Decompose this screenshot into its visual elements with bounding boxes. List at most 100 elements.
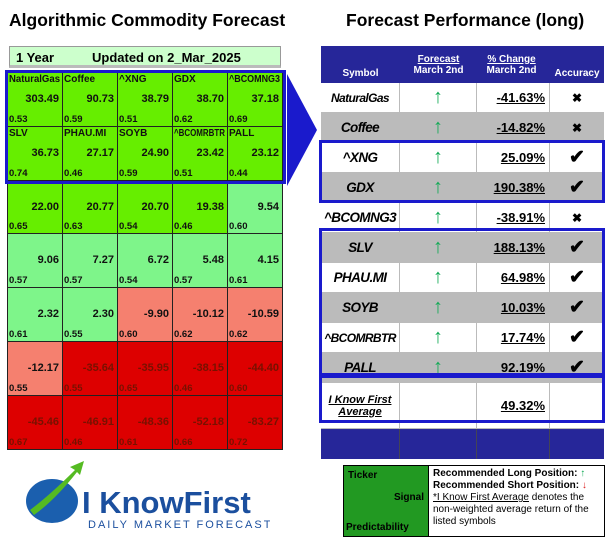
cell-predictability: 0.54 xyxy=(119,275,138,287)
cell-value: 23.42 xyxy=(196,146,224,159)
cell-predictability: 0.62 xyxy=(174,113,193,125)
heatmap-cell: SLV 36.73 0.74 xyxy=(8,126,63,181)
table-header: Symbol Forecast March 2nd % Change March 2… xyxy=(321,46,604,83)
right-title: Forecast Performance (long) xyxy=(346,10,585,30)
cell-value: 7.27 xyxy=(92,254,114,267)
cell-predictability: 0.66 xyxy=(174,436,193,448)
row-symbol: SOYB xyxy=(321,293,400,322)
cell-predictability: 0.55 xyxy=(9,382,28,394)
table-row: PHAU.MI ↑ 64.98% ✔ xyxy=(321,263,604,293)
cell-ticker: ^XNG xyxy=(119,74,147,85)
up-arrow-icon: ↑ xyxy=(400,113,477,142)
heatmap-cell: -52.18 0.66 xyxy=(173,395,228,450)
up-arrow-icon: ↑ xyxy=(400,233,477,262)
check-icon: ✔ xyxy=(569,357,585,378)
row-symbol: ^BCOMRBTR xyxy=(321,323,400,352)
legend-long: Recommended Long Position: xyxy=(433,468,578,479)
cell-predictability: 0.61 xyxy=(229,275,248,287)
heatmap-cell: -45.46 0.67 xyxy=(8,395,63,450)
average-label-2: Average xyxy=(338,405,382,418)
cell-value: 303.49 xyxy=(25,93,59,105)
cell-value: -83.27 xyxy=(247,415,279,428)
average-row: I Know First Average 49.32% xyxy=(321,383,604,429)
cell-predictability: 0.51 xyxy=(119,113,138,125)
row-change: -14.82% xyxy=(477,113,550,142)
header-change-date: March 2nd xyxy=(486,64,537,76)
short-arrow-icon: ↓ xyxy=(581,480,587,491)
row-change: -38.91% xyxy=(477,203,550,232)
heatmap-cell: 20.70 0.54 xyxy=(118,180,173,235)
cell-value: -12.17 xyxy=(27,361,59,374)
cell-predictability: 0.55 xyxy=(64,382,83,394)
check-icon: ✔ xyxy=(569,147,585,168)
cell-predictability: 0.62 xyxy=(229,328,248,340)
heatmap-cell: -9.90 0.60 xyxy=(118,288,173,342)
legend-signal: Signal xyxy=(393,492,424,503)
cell-value: -9.90 xyxy=(143,308,169,321)
heatmap-cell: 22.00 0.65 xyxy=(8,180,63,235)
row-change: 190.38% xyxy=(477,173,550,202)
table-row: ^BCOMRBTR ↑ 17.74% ✔ xyxy=(321,323,604,353)
check-icon: ✔ xyxy=(569,237,585,258)
cell-value: 2.30 xyxy=(92,308,114,321)
row-symbol: SLV xyxy=(321,233,400,262)
heatmap-cell: 7.27 0.57 xyxy=(63,234,118,289)
cell-value: 19.38 xyxy=(196,200,224,213)
table-row: PALL ↑ 92.19% ✔ xyxy=(321,353,604,383)
cell-predictability: 0.74 xyxy=(9,167,28,179)
heatmap-cell: 2.32 0.61 xyxy=(8,288,63,342)
cell-predictability: 0.69 xyxy=(229,113,248,125)
cell-value: -35.64 xyxy=(82,361,114,374)
heatmap-cell: NaturalGas 303.49 0.53 xyxy=(8,73,63,127)
cell-value: -38.15 xyxy=(192,361,224,374)
cell-predictability: 0.65 xyxy=(119,382,138,394)
heatmap-cell: 4.15 0.61 xyxy=(228,234,283,289)
forecast-heatmap: NaturalGas 303.49 0.53 Coffee 90.73 0.59 ^XNG 3… xyxy=(7,72,283,450)
heatmap-cell: -10.12 0.62 xyxy=(173,288,228,342)
cell-predictability: 0.46 xyxy=(174,221,193,233)
row-change: 64.98% xyxy=(477,263,550,292)
cell-ticker: NaturalGas xyxy=(9,74,61,85)
cell-predictability: 0.65 xyxy=(9,221,28,233)
check-icon: ✔ xyxy=(569,297,585,318)
table-row: SOYB ↑ 10.03% ✔ xyxy=(321,293,604,323)
cell-predictability: 0.53 xyxy=(9,113,28,125)
up-arrow-icon: ↑ xyxy=(400,323,477,352)
header-change: % Change xyxy=(487,53,536,65)
cell-value: -35.95 xyxy=(137,361,169,374)
table-row: GDX ↑ 190.38% ✔ xyxy=(321,173,604,203)
heatmap-cell: PALL 23.12 0.44 xyxy=(228,126,283,181)
heatmap-cell: -10.59 0.62 xyxy=(228,288,283,342)
cell-value: 4.15 xyxy=(257,254,279,267)
heatmap-cell: ^BCOMRBTR 23.42 0.51 xyxy=(173,126,228,181)
up-arrow-icon: ↑ xyxy=(400,83,477,112)
heatmap-cell: 20.77 0.63 xyxy=(63,180,118,235)
table-row: Coffee ↑ -14.82% ✖ xyxy=(321,113,604,143)
row-change: 188.13% xyxy=(477,233,550,262)
cell-predictability: 0.57 xyxy=(9,275,28,287)
cell-predictability: 0.60 xyxy=(229,221,248,233)
cell-predictability: 0.60 xyxy=(119,328,138,340)
legend-predictability: Predictability xyxy=(346,522,409,533)
table-row: NaturalGas ↑ -41.63% ✖ xyxy=(321,83,604,113)
cell-value: 23.12 xyxy=(251,146,279,159)
legend-ticker: Ticker xyxy=(348,470,378,481)
up-arrow-icon: ↑ xyxy=(400,353,477,382)
cell-ticker: PALL xyxy=(229,127,255,139)
cell-value: 5.48 xyxy=(202,254,224,267)
row-symbol: GDX xyxy=(321,173,400,202)
row-symbol: ^XNG xyxy=(321,143,400,172)
cell-predictability: 0.61 xyxy=(9,328,28,340)
i-know-first-logo: I KnowFirst DAILY MARKET FORECAST xyxy=(20,455,270,535)
cell-ticker: SOYB xyxy=(119,127,148,139)
heatmap-cell: Coffee 90.73 0.59 xyxy=(63,73,118,127)
cell-value: 20.77 xyxy=(86,200,114,213)
header-forecast: Forecast xyxy=(417,53,460,65)
cell-predictability: 0.55 xyxy=(64,328,83,340)
heatmap-cell: 6.72 0.54 xyxy=(118,234,173,289)
cell-predictability: 0.60 xyxy=(229,382,248,394)
heatmap-cell: 5.48 0.57 xyxy=(173,234,228,289)
cell-predictability: 0.62 xyxy=(174,328,193,340)
cell-value: 9.06 xyxy=(37,254,59,267)
cell-value: 38.79 xyxy=(141,93,169,105)
